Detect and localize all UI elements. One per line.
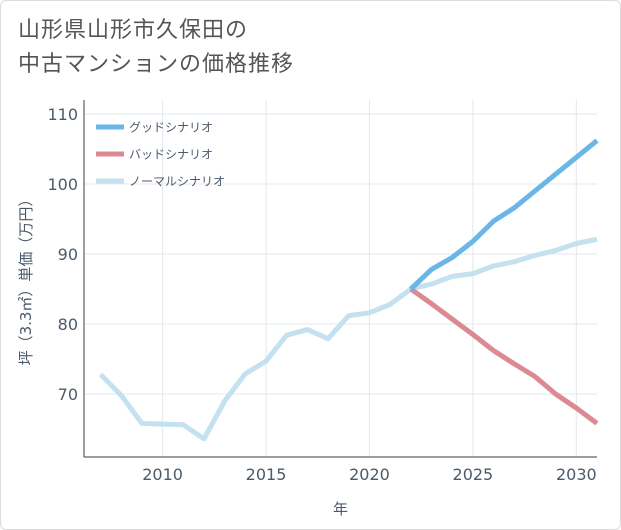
series-line-good — [409, 138, 599, 291]
chart-title: 山形県山形市久保田の 中古マンションの価格推移 — [18, 14, 438, 82]
series-line-bad — [409, 286, 599, 426]
y-tick-label: 70 — [58, 385, 78, 404]
y-tick-label: 80 — [58, 315, 78, 334]
tick-labels: 2010 2015 2020 2025 2030 70 80 90 100 110 — [47, 105, 596, 484]
grid-lines — [84, 100, 597, 457]
x-axis-label: 年 — [333, 500, 348, 518]
x-tick-label: 2030 — [556, 465, 597, 484]
y-axis-label: 坪（3.3㎡）単価（万円） — [17, 192, 35, 366]
y-tick-label: 100 — [47, 175, 78, 194]
chart-title-line-2: 中古マンションの価格推移 — [18, 52, 295, 77]
legend-label: グッドシナリオ — [129, 121, 213, 135]
chart-title-line-1: 山形県山形市久保田の — [18, 18, 249, 43]
series-line-normal — [98, 236, 598, 442]
legend-label: バッドシナリオ — [129, 148, 213, 162]
series-lines — [98, 138, 599, 442]
legend-label: ノーマルシナリオ — [129, 175, 225, 189]
x-tick-label: 2010 — [142, 465, 183, 484]
y-tick-label: 110 — [47, 105, 78, 124]
axes — [83, 100, 597, 458]
x-tick-label: 2025 — [453, 465, 494, 484]
x-tick-label: 2015 — [246, 465, 287, 484]
y-tick-label: 90 — [58, 245, 78, 264]
x-tick-label: 2020 — [349, 465, 390, 484]
